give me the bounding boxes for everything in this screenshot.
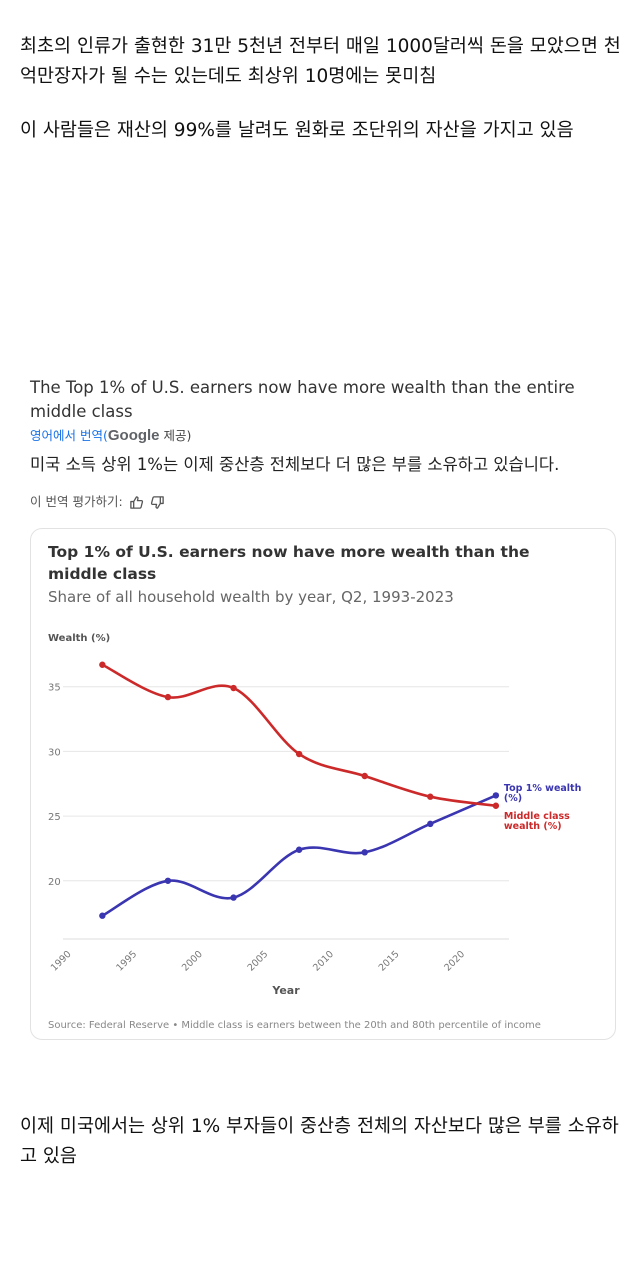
thumbs-up-icon[interactable] (129, 495, 144, 510)
translate-label: 영어에서 번역( (30, 428, 108, 443)
top1-data-point (230, 894, 237, 901)
chart-subtitle: Share of all household wealth by year, Q… (48, 588, 454, 606)
series-label-top1: Top 1% wealth (%) (504, 783, 582, 804)
x-axis-label: Year (271, 984, 300, 997)
x-tick-label: 1990 (49, 949, 74, 974)
series-label-middle-class: Middle class wealth (%) (504, 811, 570, 832)
tweet-title: The Top 1% of U.S. earners now have more… (30, 378, 575, 421)
rate-translation-row: 이 번역 평가하기: (30, 493, 165, 511)
top1-wealth-line (101, 794, 498, 918)
x-tick-label: 2005 (246, 949, 271, 974)
x-tick-label: 1995 (114, 949, 139, 974)
middle-class-data-point (295, 750, 303, 758)
middle-class-data-point (427, 793, 434, 800)
post-outro-text: 이제 미국에서는 상위 1% 부자들이 중산층 전체의 자산보다 많은 부를 소… (20, 1116, 619, 1167)
x-tick-label: 2020 (442, 949, 467, 974)
line-chart: Wealth (%) 20 25 30 35 1990 1995 2000 2005 2010 20… (48, 633, 582, 997)
top1-data-point (427, 820, 434, 828)
post-intro-text-2: 이 사람들은 재산의 99%를 날려도 원화로 조단위의 자산을 가지고 있음 (20, 120, 574, 141)
translated-text: 미국 소득 상위 1%는 이제 중산층 전체보다 더 많은 부를 소유하고 있습… (30, 455, 560, 474)
y-tick-label: 35 (48, 683, 61, 694)
middle-class-data-point (361, 772, 368, 780)
top1-data-point (492, 792, 500, 799)
top1-data-point (99, 912, 106, 919)
top1-data-point (295, 846, 303, 853)
translation-attribution[interactable]: 영어에서 번역(Google 제공) (30, 427, 191, 445)
chart-source: Source: Federal Reserve • Middle class i… (48, 1020, 541, 1031)
thumbs-down-icon[interactable] (150, 495, 165, 510)
top1-data-point (361, 849, 368, 856)
middle-class-data-point (164, 693, 172, 701)
y-axis-label: Wealth (%) (48, 633, 110, 644)
middle-class-data-point (492, 802, 500, 809)
y-tick-label: 25 (48, 812, 61, 823)
translate-suffix: 제공) (159, 428, 192, 443)
top1-data-point (164, 877, 172, 884)
middle-class-line (101, 663, 498, 808)
google-logo: Google (107, 427, 160, 444)
chart-card: Top 1% of U.S. earners now have more wea… (30, 528, 616, 1040)
chart-title: Top 1% of U.S. earners now have more wea… (48, 543, 530, 583)
x-tick-label: 2015 (377, 949, 402, 974)
rate-translation-label: 이 번역 평가하기: (30, 494, 123, 509)
x-tick-label: 2000 (180, 949, 205, 974)
y-tick-label: 30 (48, 747, 61, 758)
x-tick-label: 2010 (311, 949, 336, 974)
middle-class-data-point (230, 684, 237, 692)
middle-class-data-point (99, 661, 106, 668)
y-tick-label: 20 (48, 877, 61, 888)
post-intro-text: 최초의 인류가 출현한 31만 5천년 전부터 매일 1000달러씩 돈을 모았… (20, 36, 621, 87)
